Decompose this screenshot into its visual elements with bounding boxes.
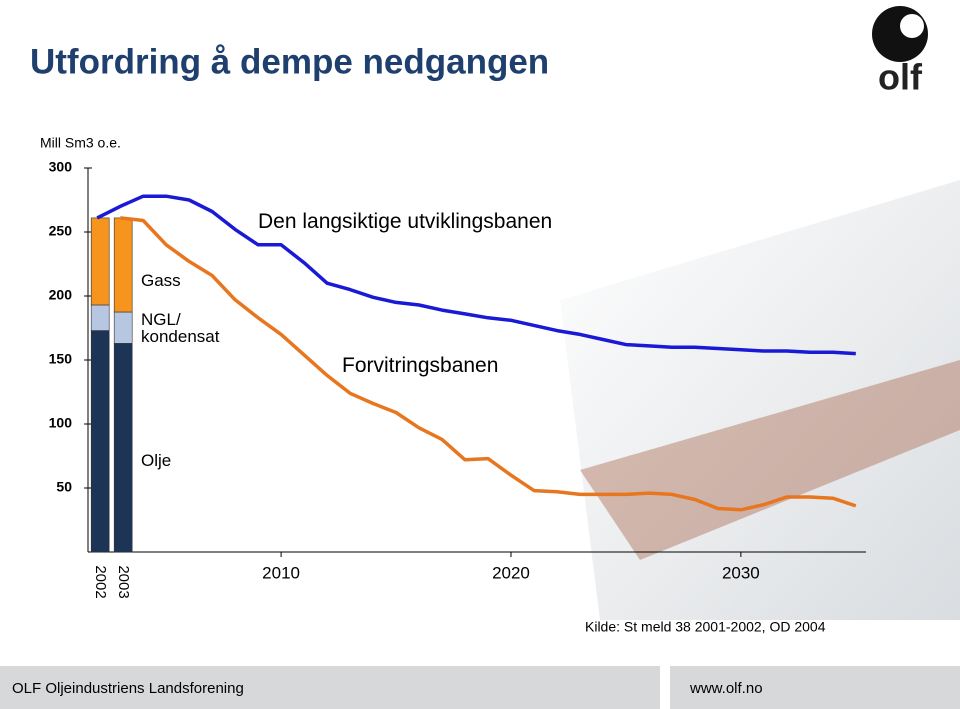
y-tick-label: 150: [49, 351, 73, 367]
segment-label: NGL/ kondensat: [141, 310, 220, 346]
footer-bar: [670, 666, 960, 709]
bar-segment: [113, 217, 133, 313]
y-tick-label: 100: [49, 415, 73, 431]
y-tick-label: 250: [49, 223, 73, 239]
line: [96, 194, 856, 356]
y-tick-label: 50: [56, 479, 72, 495]
y-tick-label: 200: [49, 287, 73, 303]
bar-segment: [90, 304, 110, 331]
title: Utfordring å dempe nedgangen: [30, 42, 549, 81]
x-tick-label: 2002: [92, 565, 109, 598]
background-image: [560, 180, 960, 620]
segment-label: Gass: [141, 271, 181, 290]
bar-segment: [113, 311, 133, 344]
y-axis-label: Mill Sm3 o.e.: [40, 135, 121, 151]
segment-label: Olje: [141, 451, 172, 470]
logo-mark: [900, 14, 924, 38]
bar-segment: [113, 343, 133, 553]
x-tick-label: 2010: [262, 563, 300, 582]
footer-right: www.olf.no: [689, 680, 763, 697]
background-ship: [580, 360, 960, 560]
footer-bar: [0, 666, 660, 709]
line: [120, 216, 857, 512]
source: Kilde: St meld 38 2001-2002, OD 2004: [585, 619, 826, 635]
x-tick-label: 2003: [115, 565, 132, 598]
line-label: Forvitringsbanen: [342, 354, 499, 377]
logo-text: olf: [878, 57, 923, 98]
footer-left: OLF Oljeindustriens Landsforening: [12, 680, 244, 697]
y-tick-label: 300: [49, 159, 73, 175]
x-tick-label: 2030: [722, 563, 760, 582]
line-label: Den langsiktige utviklingsbanen: [258, 210, 553, 233]
bar-segment: [90, 217, 110, 306]
bar-segment: [90, 330, 110, 553]
x-tick-label: 2020: [492, 563, 530, 582]
